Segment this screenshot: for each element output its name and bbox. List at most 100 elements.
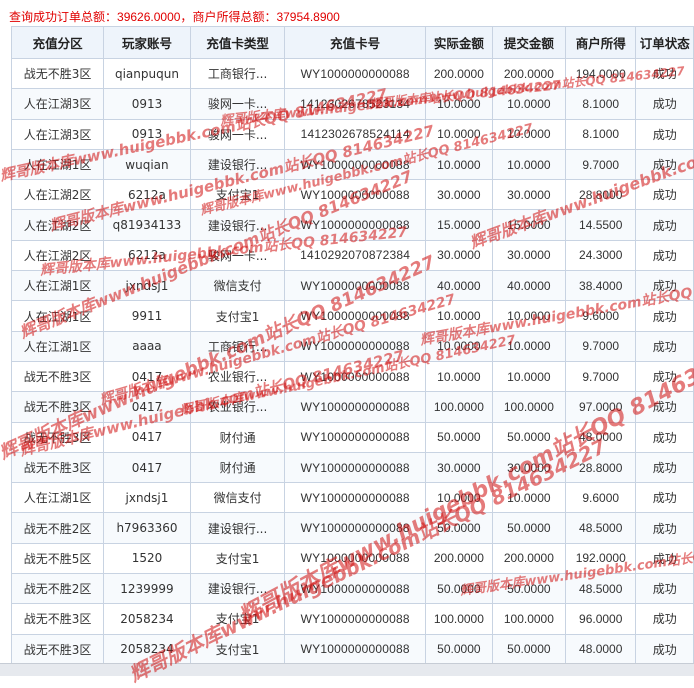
actual-amount-cell: 50.0000 [425, 421, 493, 453]
merchant-share-cell: 38.4000 [564, 270, 637, 302]
merchant-share-cell: 96.0000 [564, 603, 637, 635]
horizontal-scrollbar[interactable] [0, 663, 694, 676]
merchant-share-cell: 48.5000 [564, 512, 637, 544]
merchant-share-cell: 9.7000 [564, 330, 637, 362]
merchant-share-cell: 48.0000 [564, 421, 637, 453]
account-cell: 6212a [103, 179, 191, 211]
card-number-cell: WY1000000000088 [284, 148, 426, 181]
actual-amount-cell: 50.0000 [425, 573, 493, 605]
card-type-cell: 骏网一卡... [189, 88, 286, 120]
status-cell: 成功 [635, 573, 694, 605]
order-summary: 查询成功订单总额：39626.0000，商户所得总额：37954.8900 [0, 0, 694, 26]
table-body: 战无不胜3区 qianpuqun 工商银行... WY1000000000088 200… [10, 57, 694, 665]
card-number-cell: 1412302678523134 [284, 88, 426, 120]
zone-cell: 战无不胜3区 [10, 57, 105, 90]
account-cell: q81934133 [103, 209, 191, 241]
card-number-cell: 1410292070872384 [284, 239, 426, 272]
card-number-cell: WY1000000000088 [284, 57, 426, 90]
card-number-cell: WY1000000000088 [284, 421, 426, 453]
merchant-share-cell: 28.8000 [564, 451, 637, 484]
actual-amount-cell: 10.0000 [425, 118, 493, 150]
account-cell: qianpuqun [103, 57, 191, 90]
merchant-share-cell: 28.8000 [564, 179, 637, 211]
status-cell: 成功 [635, 300, 694, 332]
zone-cell: 人在江湖3区 [10, 118, 105, 150]
actual-amount-cell: 15.0000 [425, 209, 493, 241]
status-cell: 成功 [635, 239, 694, 272]
zone-cell: 战无不胜3区 [10, 391, 105, 423]
zone-cell: 人在江湖2区 [10, 209, 105, 241]
card-type-cell: 支付宝1 [189, 633, 286, 665]
account-cell: 0417 [103, 421, 191, 453]
zone-cell: 战无不胜3区 [10, 421, 105, 453]
submitted-amount-cell: 10.0000 [491, 330, 567, 362]
card-number-cell: WY1000000000088 [284, 542, 426, 575]
merchant-share-cell: 97.0000 [564, 391, 637, 423]
card-type-cell: 农业银行... [189, 391, 286, 423]
merchant-share-cell: 48.0000 [564, 633, 637, 665]
card-number-cell: WY1000000000088 [284, 209, 426, 241]
account-cell: wuqian [103, 148, 191, 181]
orders-table: 充值分区 玩家账号 充值卡类型 充值卡号 实际金额 提交金额 商户所得 订单状态 战无不胜3区… [10, 26, 694, 665]
merchant-total-amount: 37954.8900 [276, 10, 340, 24]
status-cell: 成功 [635, 451, 694, 484]
table-row: 战无不胜2区 h7963360 建设银行... WY1000000000088 50.0… [10, 512, 694, 544]
card-number-cell: WY1000000000088 [284, 179, 426, 211]
status-cell: 成功 [635, 209, 694, 241]
zone-cell: 人在江湖3区 [10, 88, 105, 120]
submitted-amount-cell: 30.0000 [491, 179, 567, 211]
actual-amount-cell: 50.0000 [425, 633, 493, 665]
actual-amount-cell: 100.0000 [425, 603, 493, 635]
card-type-cell: 建设银行... [189, 512, 286, 544]
account-cell: 0417 [103, 360, 191, 393]
status-cell: 成功 [635, 57, 694, 90]
submitted-amount-cell: 100.0000 [491, 391, 567, 423]
merchant-share-cell: 194.0000 [564, 57, 637, 90]
card-number-cell: WY1000000000088 [284, 300, 426, 332]
account-cell: 0417 [103, 451, 191, 484]
submitted-amount-cell: 200.0000 [491, 57, 567, 90]
merchant-share-cell: 8.1000 [564, 88, 637, 120]
card-type-cell: 支付宝1 [189, 542, 286, 575]
account-cell: 2058234 [103, 633, 191, 665]
table-row: 战无不胜3区 2058234 支付宝1 WY1000000000088 100.0000… [10, 603, 694, 635]
status-cell: 成功 [635, 270, 694, 302]
total-label: 查询成功订单总额： [9, 10, 118, 24]
table-row: 人在江湖1区 wuqian 建设银行... WY1000000000088 10.000… [10, 148, 694, 181]
actual-amount-cell: 30.0000 [425, 179, 493, 211]
actual-amount-cell: 10.0000 [425, 360, 493, 393]
submitted-amount-cell: 50.0000 [491, 512, 567, 544]
account-cell: 0913 [103, 88, 191, 120]
merchant-share-cell: 9.7000 [564, 148, 637, 181]
card-type-cell: 财付通 [189, 421, 286, 453]
zone-cell: 人在江湖1区 [10, 330, 105, 362]
card-type-cell: 骏网一卡... [189, 239, 286, 272]
card-type-cell: 微信支付 [189, 270, 286, 302]
card-type-cell: 建设银行... [189, 209, 286, 241]
card-type-cell: 支付宝1 [189, 603, 286, 635]
submitted-amount-cell: 10.0000 [491, 360, 567, 393]
card-number-cell: WY1000000000088 [284, 573, 426, 605]
submitted-amount-cell: 100.0000 [491, 603, 567, 635]
actual-amount-cell: 10.0000 [425, 88, 493, 120]
status-cell: 成功 [635, 330, 694, 362]
header-order-status: 订单状态 [635, 26, 694, 59]
card-type-cell: 农业银行... [189, 360, 286, 393]
card-type-cell: 骏网一卡... [189, 118, 286, 150]
actual-amount-cell: 40.0000 [425, 270, 493, 302]
merchant-share-cell: 9.6000 [564, 300, 637, 332]
zone-cell: 人在江湖2区 [10, 239, 105, 272]
actual-amount-cell: 10.0000 [425, 482, 493, 514]
account-cell: 0913 [103, 118, 191, 150]
zone-cell: 战无不胜2区 [10, 573, 105, 605]
account-cell: 2058234 [103, 603, 191, 635]
table-row: 战无不胜3区 2058234 支付宝1 WY1000000000088 50.0000 5… [10, 633, 694, 665]
submitted-amount-cell: 10.0000 [491, 118, 567, 150]
submitted-amount-cell: 50.0000 [491, 421, 567, 453]
status-cell: 成功 [635, 421, 694, 453]
table-row: 人在江湖1区 9911 支付宝1 WY1000000000088 10.0000 10.0… [10, 300, 694, 332]
account-cell: jxndsj1 [103, 482, 191, 514]
zone-cell: 人在江湖1区 [10, 300, 105, 332]
header-zone: 充值分区 [10, 26, 105, 59]
zone-cell: 战无不胜3区 [10, 633, 105, 665]
